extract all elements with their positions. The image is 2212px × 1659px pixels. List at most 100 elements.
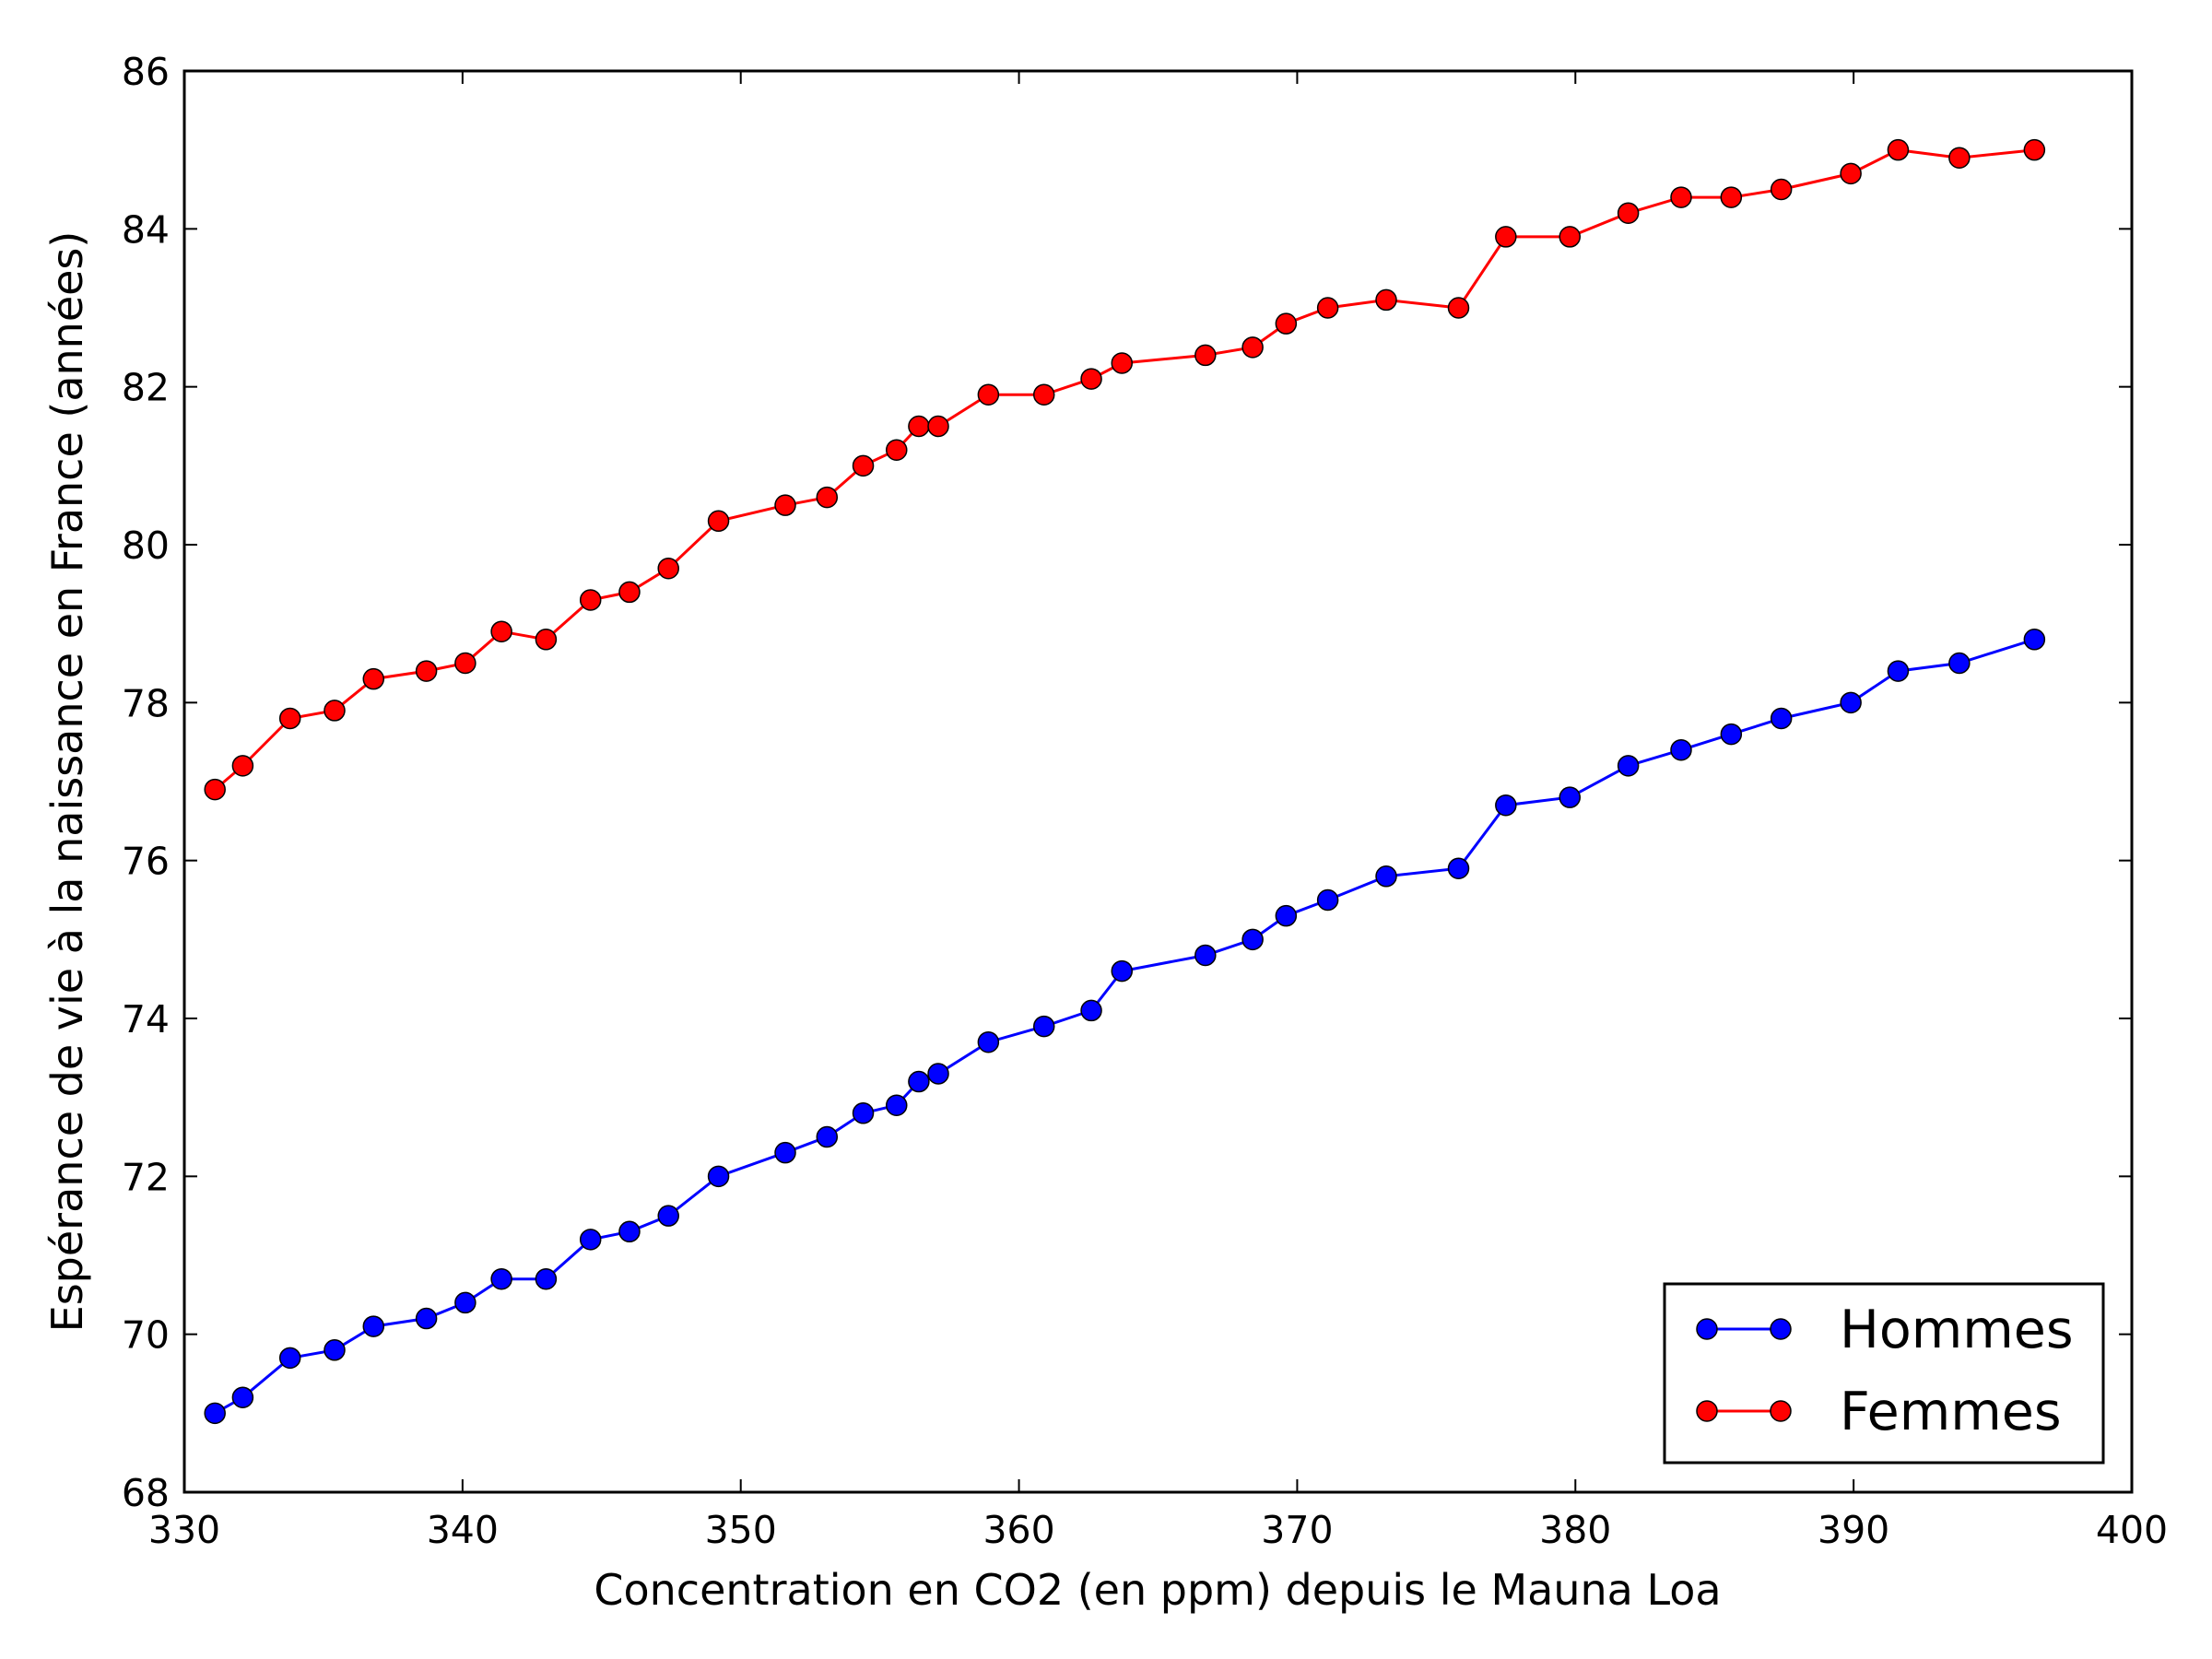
y-tick-label: 68 — [122, 1471, 170, 1515]
y-tick-label: 82 — [122, 366, 170, 410]
data-point-hommes — [1080, 999, 1102, 1022]
data-point-femmes — [278, 707, 301, 730]
data-point-hommes — [1617, 755, 1640, 777]
legend: Hommes Femmes — [1663, 1282, 2105, 1465]
data-point-femmes — [1032, 383, 1055, 406]
data-point-femmes — [1559, 226, 1581, 248]
x-tick-label: 370 — [1261, 1508, 1333, 1552]
data-point-hommes — [1375, 865, 1397, 888]
x-tick-label: 390 — [1818, 1508, 1889, 1552]
data-point-femmes — [618, 581, 641, 604]
legend-marker-femmes — [1696, 1400, 1718, 1422]
data-point-hommes — [1770, 707, 1793, 730]
data-point-hommes — [1670, 738, 1692, 761]
data-point-femmes — [1375, 288, 1397, 312]
x-tick-label: 360 — [982, 1508, 1054, 1552]
y-axis-ticks: 68 70 72 74 76 78 80 82 84 86 — [122, 50, 2132, 1515]
data-point-hommes — [927, 1063, 949, 1085]
data-point-hommes — [579, 1229, 602, 1251]
data-point-hommes — [231, 1386, 254, 1408]
data-point-hommes — [908, 1070, 930, 1093]
plot-frame — [182, 69, 2134, 1494]
data-point-femmes — [1495, 226, 1517, 248]
data-point-femmes — [1080, 368, 1102, 390]
y-tick-label: 86 — [122, 50, 170, 94]
x-tick-label: 330 — [148, 1508, 220, 1552]
data-point-femmes — [362, 667, 385, 690]
data-point-femmes — [579, 589, 602, 611]
data-point-femmes — [1887, 138, 1910, 161]
data-point-hommes — [707, 1165, 730, 1188]
legend-marker-hommes — [1696, 1318, 1718, 1340]
data-point-femmes — [908, 415, 930, 438]
data-point-hommes — [657, 1205, 679, 1227]
data-point-hommes — [1447, 857, 1470, 879]
data-point-femmes — [1194, 344, 1217, 367]
data-point-femmes — [415, 660, 438, 682]
data-point-femmes — [816, 486, 839, 509]
y-tick-label: 76 — [122, 840, 170, 884]
data-point-femmes — [927, 415, 949, 438]
legend-box — [1663, 1282, 2105, 1465]
legend-item-hommes: Hommes — [1696, 1300, 2074, 1360]
data-point-hommes — [1275, 904, 1298, 927]
y-tick-label: 74 — [122, 997, 170, 1041]
data-point-hommes — [1111, 959, 1134, 982]
data-point-hommes — [2023, 629, 2046, 651]
data-point-hommes — [1495, 794, 1517, 817]
x-axis-ticks: 330 340 350 360 370 380 390 400 — [148, 71, 2168, 1552]
data-point-hommes — [1316, 888, 1339, 912]
data-point-hommes — [1559, 786, 1581, 808]
legend-item-femmes: Femmes — [1696, 1382, 2062, 1442]
data-point-femmes — [707, 510, 730, 533]
y-axis-title: Espérance de vie à la naissance en Franc… — [42, 231, 92, 1333]
x-axis-title: Concentration en CO2 (en ppm) depuis le … — [594, 1565, 1721, 1615]
data-point-hommes — [1032, 1015, 1055, 1038]
data-point-femmes — [1720, 186, 1743, 208]
data-point-femmes — [1948, 147, 1971, 169]
data-point-hommes — [1241, 928, 1264, 951]
y-tick-label: 80 — [122, 524, 170, 568]
data-point-femmes — [657, 557, 679, 580]
data-point-femmes — [1111, 352, 1134, 374]
data-point-femmes — [2023, 138, 2046, 161]
data-point-femmes — [1241, 336, 1264, 359]
data-point-hommes — [362, 1315, 385, 1337]
legend-marker-hommes — [1770, 1318, 1792, 1340]
y-tick-label: 70 — [122, 1313, 170, 1358]
data-point-hommes — [886, 1094, 908, 1116]
data-point-femmes — [535, 629, 558, 651]
legend-label-femmes: Femmes — [1840, 1382, 2062, 1442]
data-point-femmes — [852, 454, 875, 477]
data-point-femmes — [1770, 178, 1793, 201]
y-tick-label: 84 — [122, 207, 170, 252]
data-point-hommes — [618, 1220, 641, 1243]
x-tick-label: 340 — [427, 1508, 499, 1552]
data-point-femmes — [324, 700, 346, 722]
data-point-hommes — [1194, 944, 1217, 967]
data-point-hommes — [490, 1267, 512, 1290]
data-point-femmes — [1447, 297, 1470, 319]
data-point-hommes — [774, 1141, 796, 1164]
y-tick-label: 78 — [122, 681, 170, 725]
x-tick-label: 380 — [1539, 1508, 1611, 1552]
data-point-femmes — [231, 755, 254, 777]
data-point-hommes — [977, 1030, 1000, 1053]
data-point-hommes — [415, 1307, 438, 1330]
data-point-hommes — [1887, 660, 1910, 682]
data-point-femmes — [204, 778, 226, 801]
legend-label-hommes: Hommes — [1840, 1300, 2074, 1360]
data-point-femmes — [977, 383, 1000, 406]
data-point-hommes — [454, 1291, 477, 1314]
data-point-hommes — [1840, 691, 1862, 714]
legend-marker-femmes — [1770, 1400, 1792, 1422]
y-tick-label: 72 — [122, 1155, 170, 1199]
x-tick-label: 350 — [705, 1508, 777, 1552]
data-point-hommes — [1720, 723, 1743, 746]
x-tick-label: 400 — [2096, 1508, 2168, 1552]
series-layer — [204, 138, 2046, 1425]
data-point-femmes — [1316, 297, 1339, 319]
data-point-femmes — [774, 494, 796, 516]
data-point-femmes — [1670, 186, 1692, 208]
